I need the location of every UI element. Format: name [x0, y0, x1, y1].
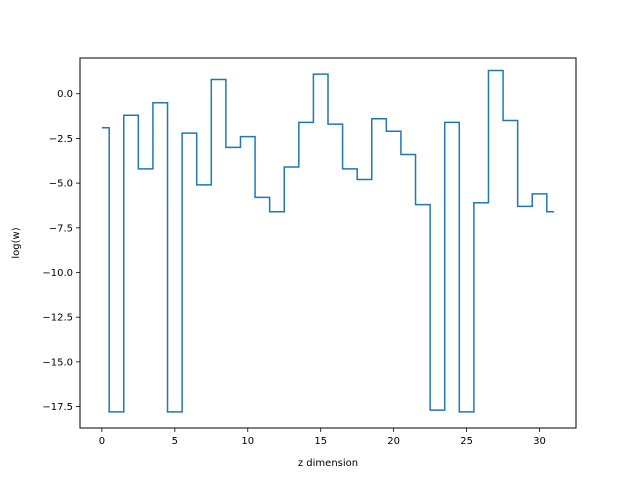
series-line-0	[101, 69, 555, 413]
y-tick-label: −15.0	[42, 357, 73, 368]
y-tick-label: −2.5	[49, 134, 73, 145]
x-tick-label: 5	[172, 436, 178, 447]
y-axis-label: log(w)	[11, 227, 22, 258]
axes-frame	[79, 57, 577, 429]
series-layer	[101, 69, 555, 413]
x-tick-label: 15	[314, 436, 327, 447]
y-tick-label: 0.0	[57, 89, 73, 100]
y-tick-label: −12.5	[42, 313, 73, 324]
x-tick-label: 0	[99, 436, 105, 447]
x-tick-label: 10	[241, 436, 254, 447]
x-axis-label: z dimension	[298, 458, 358, 469]
y-axis: 0.0 −2.5 −5.0 −7.5 −10.0 −12.5 −15.0 −17.5	[42, 89, 80, 413]
x-axis: 0 5 10 15 20 25 30	[99, 428, 546, 447]
x-tick-label: 25	[460, 436, 473, 447]
y-tick-label: −17.5	[42, 402, 73, 413]
y-tick-label: −5.0	[49, 179, 73, 190]
x-tick-label: 30	[533, 436, 546, 447]
y-tick-label: −7.5	[49, 223, 73, 234]
y-tick-label: −10.0	[42, 268, 73, 279]
x-tick-label: 20	[387, 436, 400, 447]
